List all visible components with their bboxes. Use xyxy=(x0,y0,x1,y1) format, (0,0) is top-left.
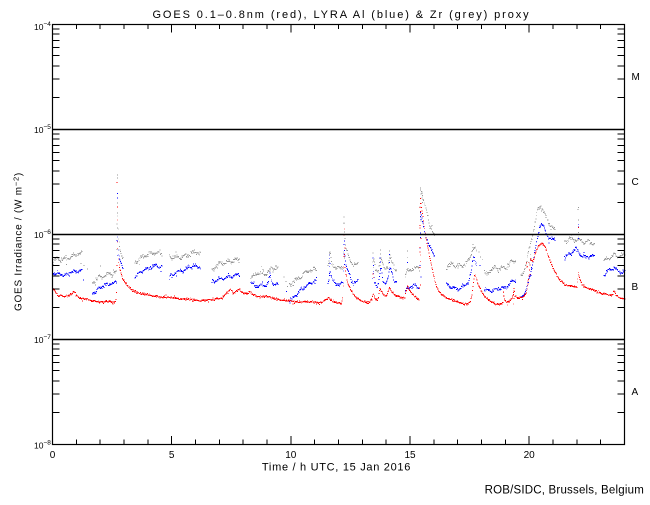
svg-text:20: 20 xyxy=(524,450,536,461)
svg-text:−8: −8 xyxy=(44,439,52,446)
svg-text:−6: −6 xyxy=(44,229,52,236)
svg-text:10: 10 xyxy=(34,22,44,32)
svg-text:B: B xyxy=(632,282,639,293)
svg-text:−4: −4 xyxy=(44,21,52,28)
svg-text:10: 10 xyxy=(34,440,44,450)
svg-text:GOES Irradiance / (W m−2): GOES Irradiance / (W m−2) xyxy=(12,172,25,311)
svg-text:ROB/SIDC, Brussels, Belgium: ROB/SIDC, Brussels, Belgium xyxy=(485,485,644,497)
svg-text:10: 10 xyxy=(34,230,44,240)
svg-text:10: 10 xyxy=(285,450,297,461)
svg-text:0: 0 xyxy=(50,450,56,461)
svg-text:5: 5 xyxy=(169,450,175,461)
svg-text:15: 15 xyxy=(404,450,416,461)
svg-text:M: M xyxy=(632,72,640,83)
svg-text:10: 10 xyxy=(34,125,44,135)
svg-text:10: 10 xyxy=(34,335,44,345)
svg-text:−7: −7 xyxy=(44,334,52,341)
svg-text:Time / h UTC, 15 Jan 2016: Time / h UTC, 15 Jan 2016 xyxy=(262,461,411,473)
svg-text:C: C xyxy=(632,177,639,188)
svg-text:−5: −5 xyxy=(44,124,52,131)
svg-text:GOES 0.1–0.8nm (red), LYRA Al: GOES 0.1–0.8nm (red), LYRA Al (blue) & Z… xyxy=(152,9,530,21)
svg-text:A: A xyxy=(632,387,639,398)
